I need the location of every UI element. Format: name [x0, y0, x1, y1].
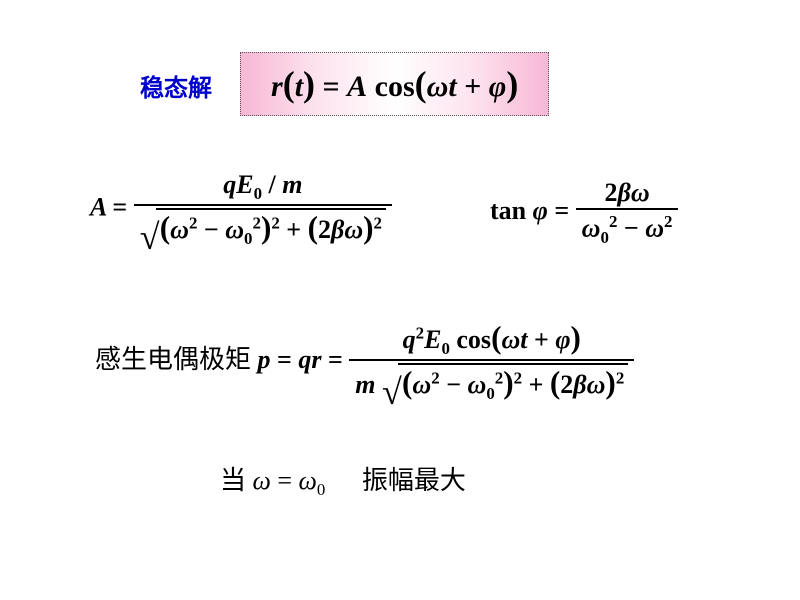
boxed-equation: r(t) = A cos(ωt + φ) — [271, 70, 518, 103]
equation-box: r(t) = A cos(ωt + φ) — [240, 52, 549, 116]
resonance-eq: ω = ω0 — [253, 466, 326, 495]
dipole-denominator: m (ω2 − ω02)2 + (2βω)2 — [349, 361, 634, 404]
amplitude-lhs: A = — [90, 193, 134, 222]
equation-amplitude: A = qE0 / m (ω2 − ω02)2 + (2βω)2 — [90, 170, 392, 249]
slide: 稳态解 r(t) = A cos(ωt + φ) A = qE0 / m (ω2… — [0, 0, 800, 600]
label-induced-dipole: 感生电偶极矩 — [95, 345, 251, 374]
amplitude-denominator: (ω2 − ω02)2 + (2βω)2 — [134, 206, 392, 249]
amplitude-numerator: qE0 / m — [134, 170, 392, 206]
tan-fraction: 2βω ω02 − ω2 — [576, 178, 679, 248]
label-steady-state: 稳态解 — [140, 68, 212, 103]
resonance-line: 当 ω = ω0 振幅最大 — [220, 460, 466, 500]
tan-numerator: 2βω — [576, 178, 679, 210]
dipole-fraction: q2E0 cos(ωt + φ) m (ω2 − ω02)2 + (2βω)2 — [349, 320, 634, 404]
label-amplitude-max: 振幅最大 — [362, 466, 466, 495]
label-when: 当 — [220, 466, 246, 495]
tan-denominator: ω02 − ω2 — [576, 210, 679, 248]
equation-dipole-row: 感生电偶极矩 p = qr = q2E0 cos(ωt + φ) m (ω2 −… — [95, 320, 634, 404]
tan-lhs: tan φ = — [490, 196, 576, 225]
amplitude-fraction: qE0 / m (ω2 − ω02)2 + (2βω)2 — [134, 170, 392, 249]
dipole-lhs: p = qr = — [258, 345, 350, 374]
dipole-numerator: q2E0 cos(ωt + φ) — [349, 320, 634, 361]
equation-tanphi: tan φ = 2βω ω02 − ω2 — [490, 178, 678, 248]
label-text: 稳态解 — [140, 76, 212, 102]
